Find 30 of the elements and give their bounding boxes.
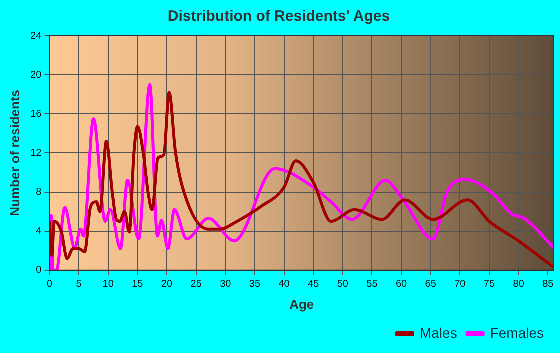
x-tick-label: 15 [132,279,144,290]
y-tick-label: 12 [30,148,42,159]
x-tick-label: 60 [396,279,408,290]
x-tick-label: 55 [366,279,378,290]
x-tick-label: 20 [161,279,173,290]
x-tick-label: 25 [190,279,202,290]
x-tick-label: 0 [46,279,53,290]
y-axis-title: Number of residents [7,90,22,216]
x-axis-title: Age [290,296,314,312]
y-tick-label: 4 [36,226,42,238]
x-tick-label: 5 [76,279,82,290]
y-tick-label: 20 [30,70,42,81]
x-tick-label: 65 [425,279,437,290]
chart-title: Distribution of Residents' Ages [168,8,390,26]
x-tick-label: 30 [220,279,232,290]
x-tick-label: 40 [278,279,290,290]
x-tick-label: 85 [542,279,554,290]
x-tick-label: 45 [308,279,320,290]
y-tick-label: 16 [30,108,42,120]
y-tick-label: 24 [30,30,42,42]
x-tick-label: 75 [484,279,496,290]
legend-label: Males [420,324,458,341]
x-tick-label: 50 [337,279,349,290]
x-tick-label: 10 [102,279,114,290]
y-tick-label: 0 [36,265,42,276]
x-tick-label: 80 [513,279,525,290]
x-tick-label: 35 [249,279,261,290]
y-tick-label: 8 [36,187,42,198]
x-tick-label: 70 [454,279,466,290]
legend-label: Females [490,324,544,341]
